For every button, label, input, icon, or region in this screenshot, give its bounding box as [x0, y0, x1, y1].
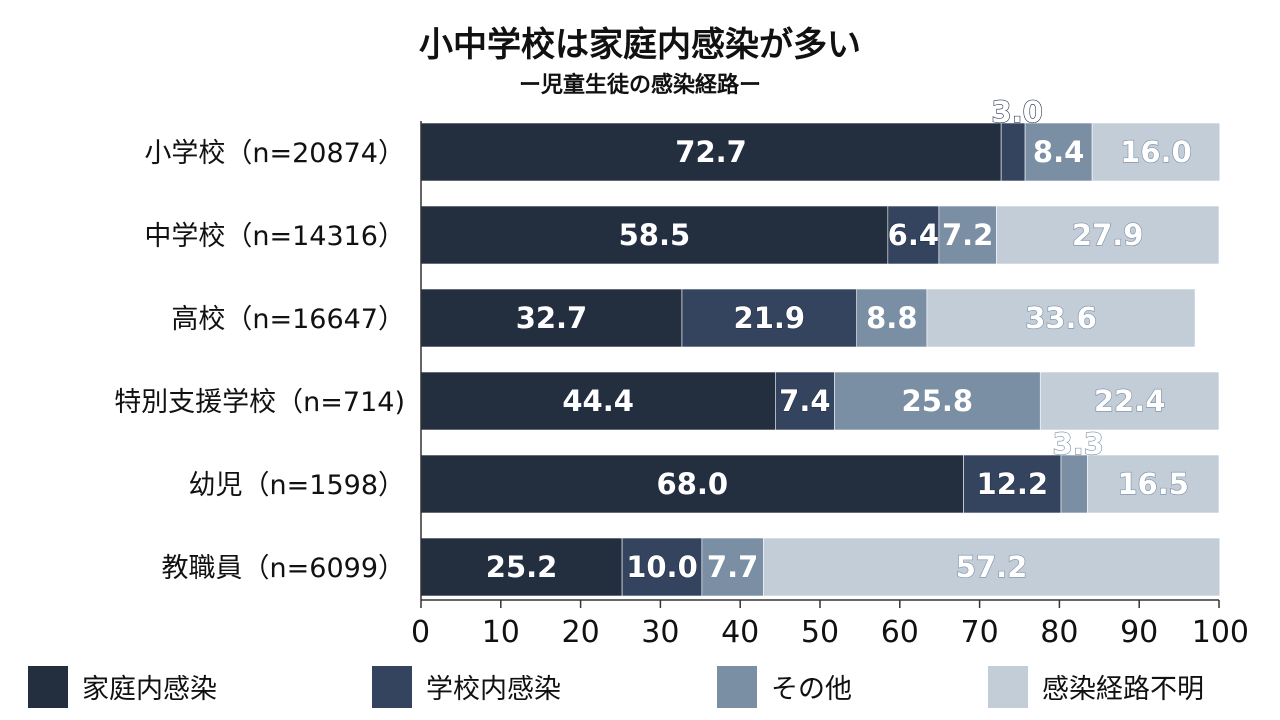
value-label: 27.9	[1072, 218, 1144, 252]
legend-label: 感染経路不明	[1042, 674, 1204, 705]
value-label: 44.4	[562, 384, 634, 418]
value-label: 57.2	[956, 550, 1028, 584]
bar-segment	[420, 537, 623, 597]
value-label: 7.2	[942, 218, 993, 252]
bar-segment	[1091, 122, 1221, 182]
category-label: 特別支援学校（n=714)	[114, 387, 405, 418]
plot-area: 小学校（n=20874） 72.7 3.0 8.4 16.0 中学校（n=14316） 58…	[114, 94, 1249, 650]
bar-segment	[763, 537, 1221, 597]
bar-segment	[963, 454, 1062, 514]
value-label: 33.6	[1025, 301, 1097, 335]
x-tick-label: 30	[641, 615, 679, 650]
x-tick-label: 40	[721, 615, 759, 650]
legend-swatch	[988, 666, 1028, 708]
legend-label: 学校内感染	[426, 674, 561, 705]
bar-segment	[420, 205, 889, 265]
bar-segment	[996, 205, 1220, 265]
category-label: 中学校（n=14316）	[144, 221, 405, 252]
value-label: 8.8	[866, 301, 917, 335]
bar-segment	[938, 205, 997, 265]
bar-segment	[420, 288, 683, 348]
bar-row: 教職員（n=6099） 25.2 10.0 7.7 57.2	[162, 537, 1221, 597]
legend: 家庭内感染 学校内感染 その他 感染経路不明	[28, 666, 1204, 708]
value-label: 10.0	[626, 550, 698, 584]
x-tick-label: 10	[482, 615, 520, 650]
x-axis: 0 10 20 30 40 50 60 70 80 90 100	[411, 121, 1249, 650]
bar-segment	[887, 205, 940, 265]
value-label: 16.0	[1120, 135, 1192, 169]
x-tick-label: 50	[801, 615, 839, 650]
bar-segment	[926, 288, 1196, 348]
x-tick-label: 70	[961, 615, 999, 650]
value-label: 72.7	[675, 135, 747, 169]
value-label: 3.3	[1052, 427, 1103, 461]
x-tick-label: 0	[411, 615, 430, 650]
bar-row: 小学校（n=20874） 72.7 3.0 8.4 16.0	[144, 94, 1221, 182]
bar-segment	[775, 371, 835, 431]
legend-swatch	[28, 666, 68, 708]
bar-segment	[621, 537, 703, 597]
x-tick-label: 90	[1120, 615, 1158, 650]
bar-row: 幼児（n=1598） 68.0 12.23.3 16.5	[189, 426, 1220, 514]
bar-segment	[856, 288, 928, 348]
value-label: 21.9	[734, 301, 806, 335]
bar-segment	[1000, 122, 1026, 182]
category-label: 高校（n=16647）	[171, 304, 405, 335]
legend-item: 家庭内感染	[28, 666, 217, 708]
x-tick-label: 80	[1040, 615, 1078, 650]
value-label: 7.7	[707, 550, 758, 584]
x-tick-label: 20	[562, 615, 600, 650]
bar-segment	[701, 537, 764, 597]
value-label: 22.4	[1094, 384, 1166, 418]
value-label: 32.7	[516, 301, 588, 335]
value-label: 16.5	[1117, 467, 1189, 501]
category-label: 教職員（n=6099）	[162, 553, 405, 584]
legend-label: 家庭内感染	[82, 674, 217, 705]
bar-row: 特別支援学校（n=714) 44.4 7.4 25.8 22.4	[114, 371, 1220, 431]
value-label: 58.5	[619, 218, 691, 252]
bar-segment	[1060, 454, 1088, 514]
bar-segment	[834, 371, 1041, 431]
legend-item: 感染経路不明	[988, 666, 1204, 708]
bar-row: 中学校（n=14316） 58.5 6.4 7.2 27.9	[144, 205, 1220, 265]
bar-segment	[420, 122, 1002, 182]
x-tick-label: 60	[881, 615, 919, 650]
bar-segment	[1087, 454, 1220, 514]
legend-swatch	[372, 666, 412, 708]
x-tick-label: 100	[1192, 615, 1249, 650]
bar-segment	[681, 288, 858, 348]
legend-label: その他	[771, 674, 852, 705]
value-label: 3.0	[991, 95, 1042, 129]
value-label: 25.2	[486, 550, 558, 584]
value-label: 12.2	[977, 467, 1049, 501]
legend-item: その他	[717, 666, 852, 708]
bar-segment	[420, 371, 776, 431]
value-label: 68.0	[657, 467, 729, 501]
value-label: 7.4	[779, 384, 830, 418]
legend-swatch	[717, 666, 757, 708]
value-label: 25.8	[902, 384, 974, 418]
category-label: 幼児（n=1598）	[189, 470, 405, 501]
value-label: 8.4	[1033, 135, 1084, 169]
bar-row: 高校（n=16647） 32.7 21.9 8.8 33.6	[171, 288, 1196, 348]
chart-title: 小中学校は家庭内感染が多い	[419, 25, 861, 65]
bar-segment	[1024, 122, 1093, 182]
chart-subtitle: ー児童生徒の感染経路ー	[519, 72, 761, 98]
bar-segment	[1039, 371, 1220, 431]
value-label: 6.4	[888, 218, 939, 252]
legend-item: 学校内感染	[372, 666, 561, 708]
category-label: 小学校（n=20874）	[144, 138, 405, 169]
